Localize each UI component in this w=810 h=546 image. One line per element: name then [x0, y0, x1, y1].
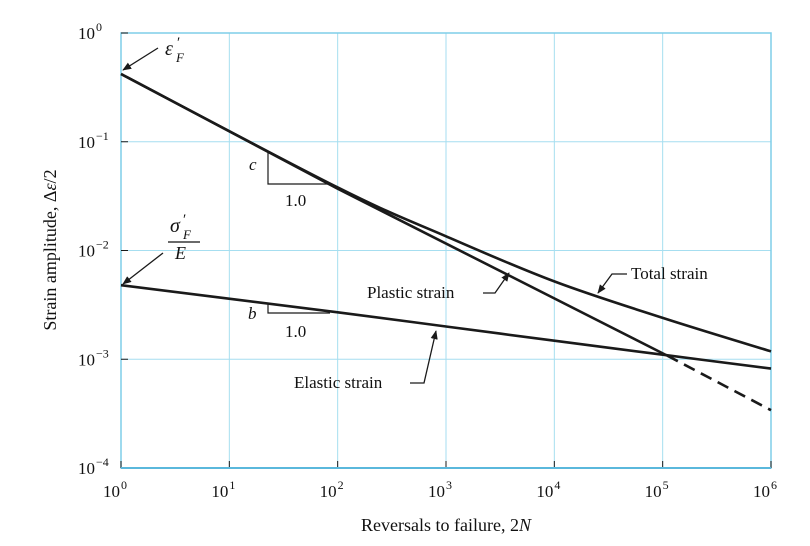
slope-label-b: b: [248, 304, 257, 323]
elastic-strain-label: Elastic strain: [294, 373, 383, 392]
y-tick-label: 100: [78, 20, 102, 43]
slope-triangle-c: [267, 153, 330, 185]
slope-run-b: 1.0: [285, 322, 306, 341]
slope-run-c: 1.0: [285, 191, 306, 210]
slope-label-c: c: [249, 155, 257, 174]
fatigue-ductility-coefficient-label: ε ′ F: [165, 35, 185, 65]
y-tick-labels: 100 10−1 10−2 10−3 10−4: [78, 20, 109, 478]
y-tick-label: 10−3: [78, 346, 109, 369]
fatigue-strength-coefficient-label: σ ′ F E: [168, 212, 200, 263]
eps-f-arrow: [122, 47, 159, 71]
elastic-strain-arrow: [410, 330, 438, 384]
sigma-f-prime: ′: [183, 212, 186, 228]
sigma-f-arrow: [122, 252, 164, 285]
slope-triangle-b: [267, 303, 330, 314]
y-tick-label: 10−4: [78, 455, 109, 478]
x-tick-label: 105: [645, 478, 669, 501]
x-tick-label: 102: [320, 478, 344, 501]
plastic-strain-arrow: [483, 272, 510, 294]
x-tick-label: 104: [536, 478, 560, 501]
total-strain-arrow: [597, 273, 627, 294]
eps-f-prime: ′: [177, 35, 180, 51]
plastic-strain-extrapolation: [666, 354, 772, 412]
sigma-f-symbol: σ: [170, 215, 181, 237]
eps-f-subscript: F: [175, 50, 185, 65]
x-tick-label: 101: [211, 478, 235, 501]
eps-f-symbol: ε: [165, 38, 173, 60]
x-tick-label: 103: [428, 478, 452, 501]
total-strain-line: [120, 72, 772, 353]
elastic-strain-line: [120, 283, 772, 370]
x-tick-label: 106: [753, 478, 777, 501]
plastic-strain-label: Plastic strain: [367, 283, 455, 302]
grid-lines: [121, 33, 771, 468]
y-axis-label: Strain amplitude, Δε/2: [40, 169, 60, 330]
sigma-f-denominator: E: [174, 243, 186, 263]
sigma-f-subscript: F: [182, 227, 192, 242]
x-tick-label: 100: [103, 478, 127, 501]
y-tick-label: 10−1: [78, 129, 109, 152]
x-tick-labels: 100 101 102 103 104 105 106: [103, 478, 777, 501]
y-tick-label: 10−2: [78, 238, 109, 261]
axis-ticks: [120, 32, 772, 469]
x-axis-label: Reversals to failure, 2N: [361, 515, 532, 535]
total-strain-label: Total strain: [631, 264, 708, 283]
